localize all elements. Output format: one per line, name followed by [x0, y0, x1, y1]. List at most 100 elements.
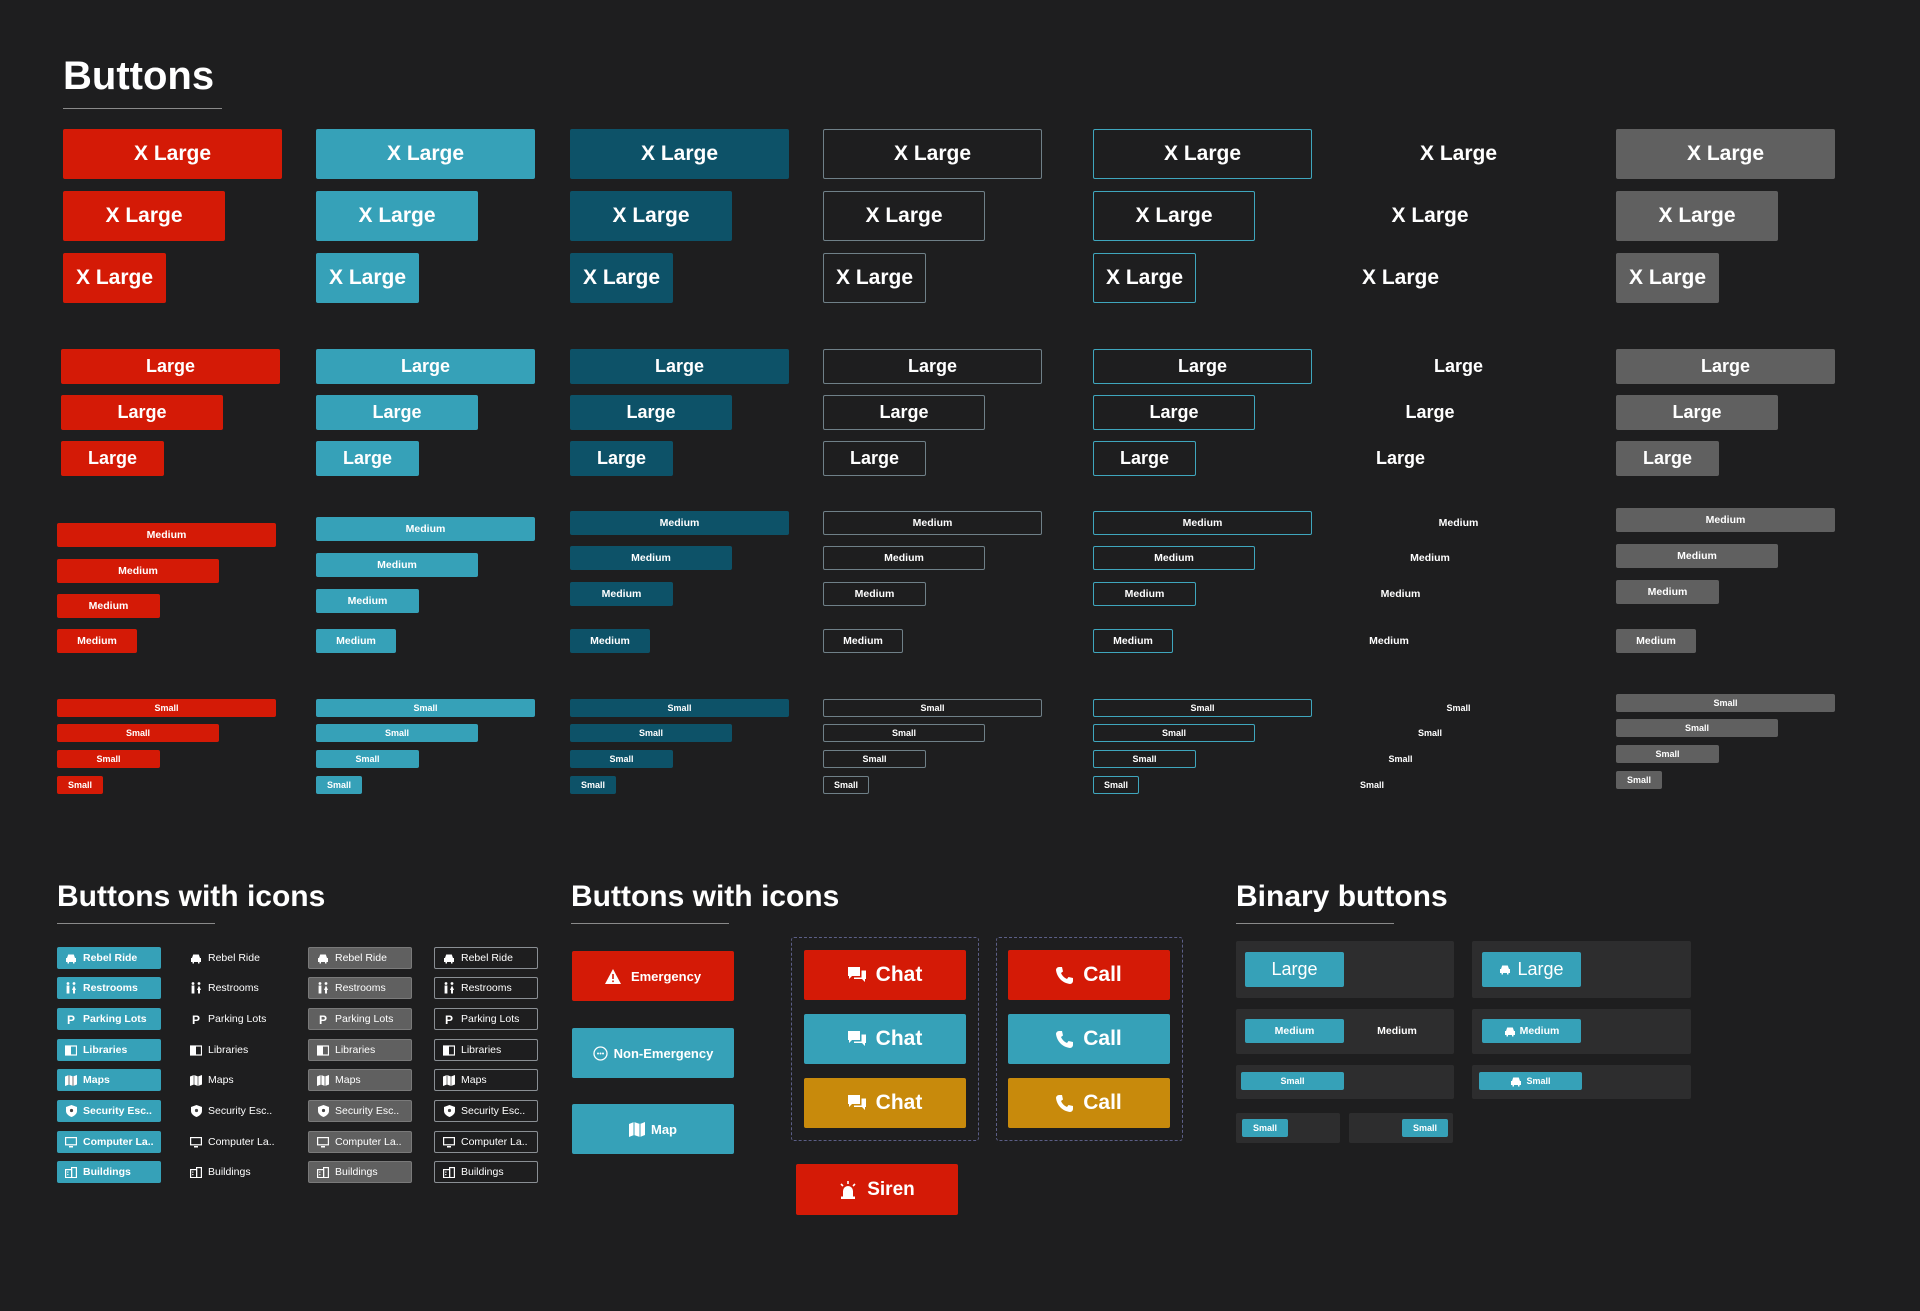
small-button-gray-1[interactable]: Small — [1616, 694, 1835, 712]
xlarge-button-cyan-2[interactable]: X Large — [316, 191, 478, 241]
icon-button-outline-8[interactable]: Buildings — [434, 1161, 538, 1183]
xlarge-button-outc-3[interactable]: X Large — [1093, 253, 1196, 303]
medium-button-gray-3[interactable]: Medium — [1616, 580, 1719, 604]
large-button-ghost-3[interactable]: Large — [1349, 441, 1452, 476]
xlarge-button-ghost-2[interactable]: X Large — [1349, 191, 1511, 241]
small-button-dark-4[interactable]: Small — [570, 776, 616, 794]
small-button-out-3[interactable]: Small — [823, 750, 926, 768]
xlarge-button-red-1[interactable]: X Large — [63, 129, 282, 179]
medium-button-dark-2[interactable]: Medium — [570, 546, 732, 570]
large-button-out-3[interactable]: Large — [823, 441, 926, 476]
medium-button-ghost-2[interactable]: Medium — [1349, 546, 1511, 570]
large-button-ghost-2[interactable]: Large — [1349, 395, 1511, 430]
medium-button-dark-3[interactable]: Medium — [570, 582, 673, 606]
large-button-outc-2[interactable]: Large — [1093, 395, 1255, 430]
medium-button-gray-1[interactable]: Medium — [1616, 508, 1835, 532]
medium-button-gray-4[interactable]: Medium — [1616, 629, 1696, 653]
icon-button-outline-7[interactable]: Computer La.. — [434, 1131, 538, 1153]
small-button-ghost-1[interactable]: Small — [1349, 699, 1568, 717]
large-button-ghost-1[interactable]: Large — [1349, 349, 1568, 384]
xlarge-button-red-3[interactable]: X Large — [63, 253, 166, 303]
small-button-red-1[interactable]: Small — [57, 699, 276, 717]
large-button-out-2[interactable]: Large — [823, 395, 985, 430]
icon-button-cyan-7[interactable]: Computer La.. — [57, 1131, 161, 1153]
icon-button-gray-5[interactable]: Maps — [308, 1069, 412, 1091]
medium-button-outc-3[interactable]: Medium — [1093, 582, 1196, 606]
medium-button-red-4[interactable]: Medium — [57, 629, 137, 653]
icon-button-cyan-4[interactable]: Libraries — [57, 1039, 161, 1061]
medium-button-cyan-3[interactable]: Medium — [316, 589, 419, 613]
binary-medium-button-on[interactable]: Medium — [1245, 1019, 1344, 1043]
medium-button-out-1[interactable]: Medium — [823, 511, 1042, 535]
call-button-3[interactable]: Call — [1008, 1078, 1170, 1128]
medium-button-outc-1[interactable]: Medium — [1093, 511, 1312, 535]
icon-button-ghost-4[interactable]: Libraries — [182, 1039, 286, 1061]
binary-xsmall-button-right[interactable]: Small — [1402, 1119, 1448, 1137]
binary-small-icon-button[interactable]: Small — [1479, 1072, 1582, 1090]
binary-medium-button-off[interactable]: Medium — [1350, 1019, 1444, 1043]
small-button-gray-4[interactable]: Small — [1616, 771, 1662, 789]
small-button-outc-3[interactable]: Small — [1093, 750, 1196, 768]
binary-large-icon-button[interactable]: Large — [1482, 952, 1581, 987]
medium-button-cyan-2[interactable]: Medium — [316, 553, 478, 577]
large-button-outc-3[interactable]: Large — [1093, 441, 1196, 476]
non-emergency-button[interactable]: Non-Emergency — [572, 1028, 734, 1078]
icon-button-gray-1[interactable]: Rebel Ride — [308, 947, 412, 969]
icon-button-gray-8[interactable]: Buildings — [308, 1161, 412, 1183]
map-button[interactable]: Map — [572, 1104, 734, 1154]
medium-button-red-1[interactable]: Medium — [57, 523, 276, 547]
call-button-1[interactable]: Call — [1008, 950, 1170, 1000]
icon-button-cyan-5[interactable]: Maps — [57, 1069, 161, 1091]
xlarge-button-red-2[interactable]: X Large — [63, 191, 225, 241]
icon-button-outline-1[interactable]: Rebel Ride — [434, 947, 538, 969]
small-button-out-1[interactable]: Small — [823, 699, 1042, 717]
small-button-red-3[interactable]: Small — [57, 750, 160, 768]
medium-button-ghost-1[interactable]: Medium — [1349, 511, 1568, 535]
small-button-gray-2[interactable]: Small — [1616, 719, 1778, 737]
call-button-2[interactable]: Call — [1008, 1014, 1170, 1064]
large-button-dark-1[interactable]: Large — [570, 349, 789, 384]
icon-button-cyan-3[interactable]: P Parking Lots — [57, 1008, 161, 1030]
chat-button-3[interactable]: Chat — [804, 1078, 966, 1128]
icon-button-gray-7[interactable]: Computer La.. — [308, 1131, 412, 1153]
icon-button-ghost-6[interactable]: Security Esc.. — [182, 1100, 286, 1122]
large-button-out-1[interactable]: Large — [823, 349, 1042, 384]
small-button-dark-2[interactable]: Small — [570, 724, 732, 742]
medium-button-out-4[interactable]: Medium — [823, 629, 903, 653]
xlarge-button-out-3[interactable]: X Large — [823, 253, 926, 303]
large-button-cyan-2[interactable]: Large — [316, 395, 478, 430]
medium-button-dark-1[interactable]: Medium — [570, 511, 789, 535]
medium-button-red-3[interactable]: Medium — [57, 594, 160, 618]
large-button-red-1[interactable]: Large — [61, 349, 280, 384]
large-button-gray-1[interactable]: Large — [1616, 349, 1835, 384]
icon-button-gray-3[interactable]: P Parking Lots — [308, 1008, 412, 1030]
medium-button-cyan-4[interactable]: Medium — [316, 629, 396, 653]
small-button-cyan-3[interactable]: Small — [316, 750, 419, 768]
small-button-cyan-4[interactable]: Small — [316, 776, 362, 794]
small-button-ghost-4[interactable]: Small — [1349, 776, 1395, 794]
xlarge-button-ghost-3[interactable]: X Large — [1349, 253, 1452, 303]
small-button-out-4[interactable]: Small — [823, 776, 869, 794]
xlarge-button-gray-3[interactable]: X Large — [1616, 253, 1719, 303]
large-button-gray-2[interactable]: Large — [1616, 395, 1778, 430]
icon-button-cyan-8[interactable]: Buildings — [57, 1161, 161, 1183]
small-button-dark-3[interactable]: Small — [570, 750, 673, 768]
large-button-outc-1[interactable]: Large — [1093, 349, 1312, 384]
medium-button-outc-4[interactable]: Medium — [1093, 629, 1173, 653]
xlarge-button-gray-2[interactable]: X Large — [1616, 191, 1778, 241]
xlarge-button-cyan-3[interactable]: X Large — [316, 253, 419, 303]
xlarge-button-dark-2[interactable]: X Large — [570, 191, 732, 241]
medium-button-outc-2[interactable]: Medium — [1093, 546, 1255, 570]
small-button-ghost-2[interactable]: Small — [1349, 724, 1511, 742]
xlarge-button-out-2[interactable]: X Large — [823, 191, 985, 241]
emergency-button[interactable]: Emergency — [572, 951, 734, 1001]
small-button-outc-4[interactable]: Small — [1093, 776, 1139, 794]
small-button-gray-3[interactable]: Small — [1616, 745, 1719, 763]
small-button-dark-1[interactable]: Small — [570, 699, 789, 717]
xlarge-button-dark-3[interactable]: X Large — [570, 253, 673, 303]
binary-medium-icon-button[interactable]: Medium — [1482, 1019, 1581, 1043]
icon-button-outline-2[interactable]: Restrooms — [434, 977, 538, 999]
small-button-outc-2[interactable]: Small — [1093, 724, 1255, 742]
icon-button-cyan-1[interactable]: Rebel Ride — [57, 947, 161, 969]
icon-button-ghost-3[interactable]: P Parking Lots — [182, 1008, 286, 1030]
